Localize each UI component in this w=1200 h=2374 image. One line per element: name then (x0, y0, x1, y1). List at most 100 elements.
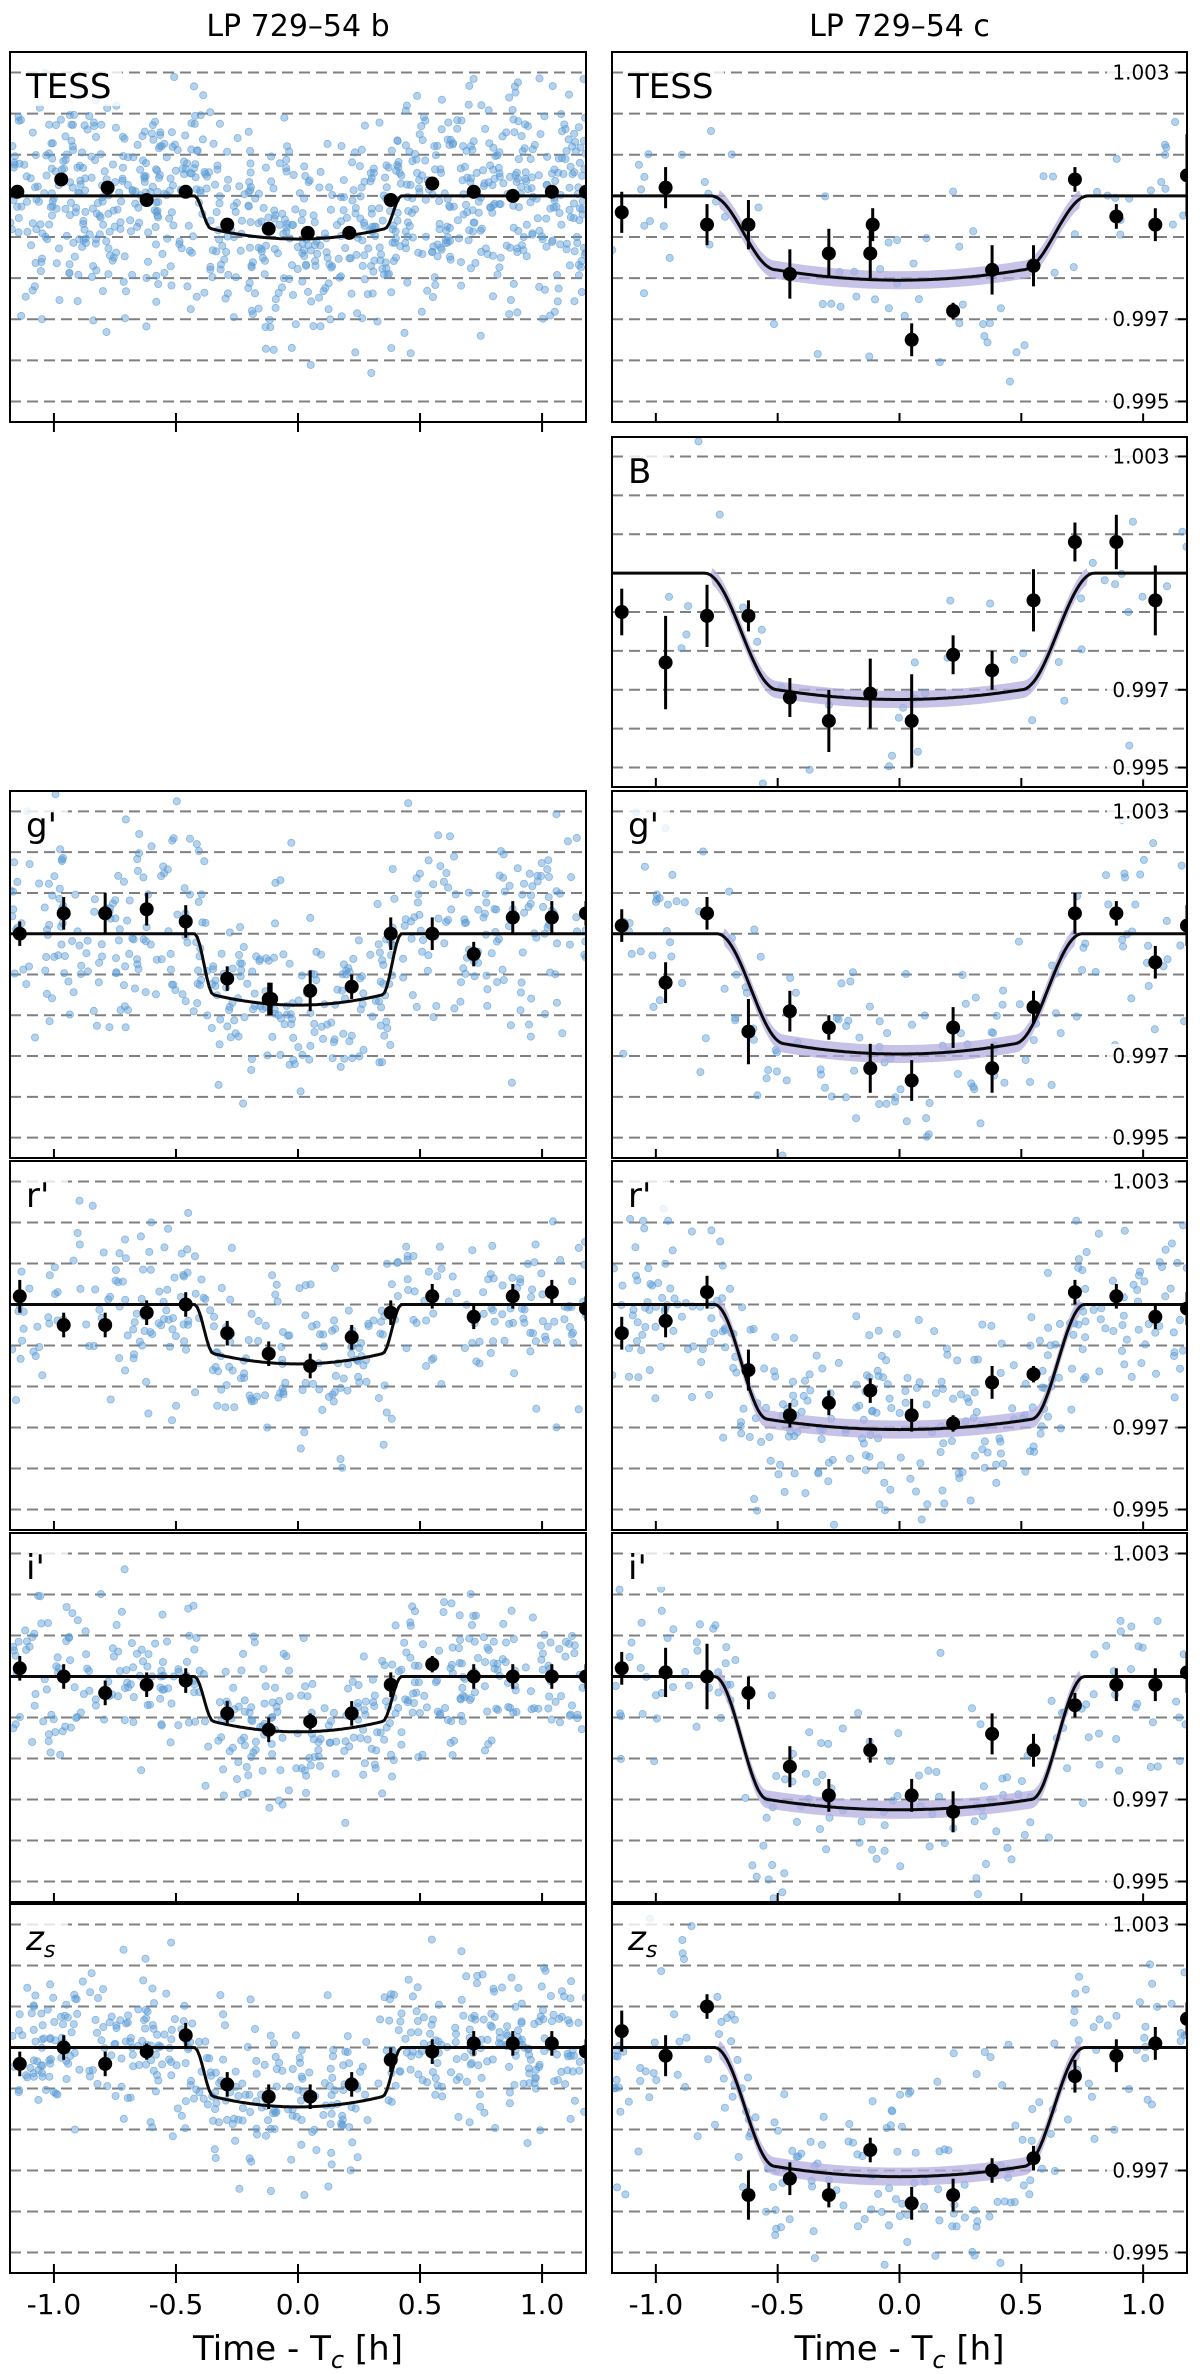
binned-point (985, 1366, 1000, 1399)
raw-point (551, 1697, 560, 1706)
raw-point (337, 2119, 346, 2128)
raw-point (452, 1289, 461, 1298)
raw-point (31, 1352, 40, 1361)
raw-point (575, 158, 584, 167)
raw-point (275, 159, 284, 168)
raw-point (331, 1769, 340, 1778)
raw-point (347, 1350, 356, 1359)
raw-point (935, 2216, 944, 2225)
raw-point (509, 279, 518, 288)
raw-point (149, 1999, 158, 2008)
raw-point (191, 111, 200, 120)
binned-point (1148, 208, 1163, 242)
raw-point (1144, 982, 1153, 991)
raw-point (996, 304, 1005, 313)
raw-point (428, 2015, 437, 2024)
raw-point (938, 1486, 947, 1495)
raw-point (578, 171, 586, 180)
raw-point (163, 1285, 172, 1294)
raw-point (770, 2118, 779, 2127)
raw-point (282, 219, 291, 228)
binned-point (741, 998, 756, 1065)
raw-point (776, 1460, 785, 1469)
raw-point (215, 119, 224, 128)
raw-point (534, 171, 543, 180)
raw-point (1044, 1323, 1053, 1332)
raw-point (852, 1114, 861, 1123)
raw-point (494, 163, 503, 172)
raw-point (129, 1663, 138, 1672)
binned-marker (544, 2036, 559, 2051)
raw-point (1116, 1627, 1125, 1636)
binned-marker (658, 180, 673, 195)
raw-point (649, 1002, 658, 1011)
raw-point (393, 216, 402, 225)
raw-point (618, 1281, 627, 1290)
raw-point (92, 1021, 101, 1030)
raw-point (240, 1373, 249, 1382)
raw-point (201, 2037, 210, 2046)
raw-point (271, 1290, 280, 1299)
binned-marker (741, 1363, 756, 1378)
raw-point (1081, 939, 1090, 948)
raw-point (211, 976, 220, 985)
binned-point (741, 600, 756, 632)
raw-point (971, 1451, 980, 1460)
x-tick-label: 0.0 (276, 2288, 321, 2321)
binned-marker (904, 1788, 919, 1803)
raw-point (206, 265, 215, 274)
raw-point (90, 907, 99, 916)
raw-point (137, 1295, 146, 1304)
raw-point (391, 1621, 400, 1630)
raw-point (129, 1354, 138, 1363)
raw-point (192, 2085, 201, 2094)
raw-point (62, 2000, 71, 2009)
binned-marker (303, 1714, 318, 1729)
raw-point (569, 1339, 578, 1348)
raw-point (1060, 696, 1069, 705)
raw-point (498, 1310, 507, 1319)
raw-point (112, 2024, 121, 2033)
raw-point (821, 1083, 830, 1092)
binned-marker (56, 1318, 71, 1332)
raw-point (911, 2148, 920, 2157)
raw-point (120, 1716, 129, 1725)
raw-point (1125, 741, 1134, 750)
raw-point (393, 1258, 402, 1267)
raw-point (349, 186, 358, 195)
binned-marker (821, 1020, 836, 1035)
raw-point (356, 1734, 365, 1743)
raw-point (186, 305, 195, 314)
raw-point (300, 2190, 309, 2199)
raw-point (709, 1624, 718, 1633)
raw-point (208, 273, 217, 282)
raw-point (305, 2068, 314, 2077)
binned-point (303, 970, 318, 1012)
raw-point (410, 1287, 419, 1296)
binned-point (303, 1353, 318, 1379)
raw-point (1028, 2104, 1037, 2113)
raw-point (387, 146, 396, 155)
raw-point (499, 873, 508, 882)
raw-point (435, 1242, 444, 1251)
raw-point (406, 2028, 415, 2037)
binned-point (466, 2031, 481, 2056)
raw-point (167, 2035, 176, 2044)
raw-point (417, 307, 426, 316)
raw-point (455, 1636, 464, 1645)
raw-point (1148, 1979, 1157, 1988)
raw-point (658, 1293, 667, 1302)
raw-point (310, 1019, 319, 1028)
raw-point (507, 1078, 516, 1087)
binned-point (220, 966, 235, 991)
raw-point (1146, 1960, 1155, 1969)
raw-point (135, 1337, 144, 1346)
raw-point (21, 292, 30, 301)
x-tick-label: -0.5 (149, 2288, 204, 2321)
raw-point (238, 2104, 247, 2113)
raw-point (375, 118, 384, 127)
raw-point (221, 1403, 230, 1412)
raw-point (570, 247, 579, 256)
raw-point (336, 1383, 345, 1392)
raw-point (948, 2222, 957, 2231)
